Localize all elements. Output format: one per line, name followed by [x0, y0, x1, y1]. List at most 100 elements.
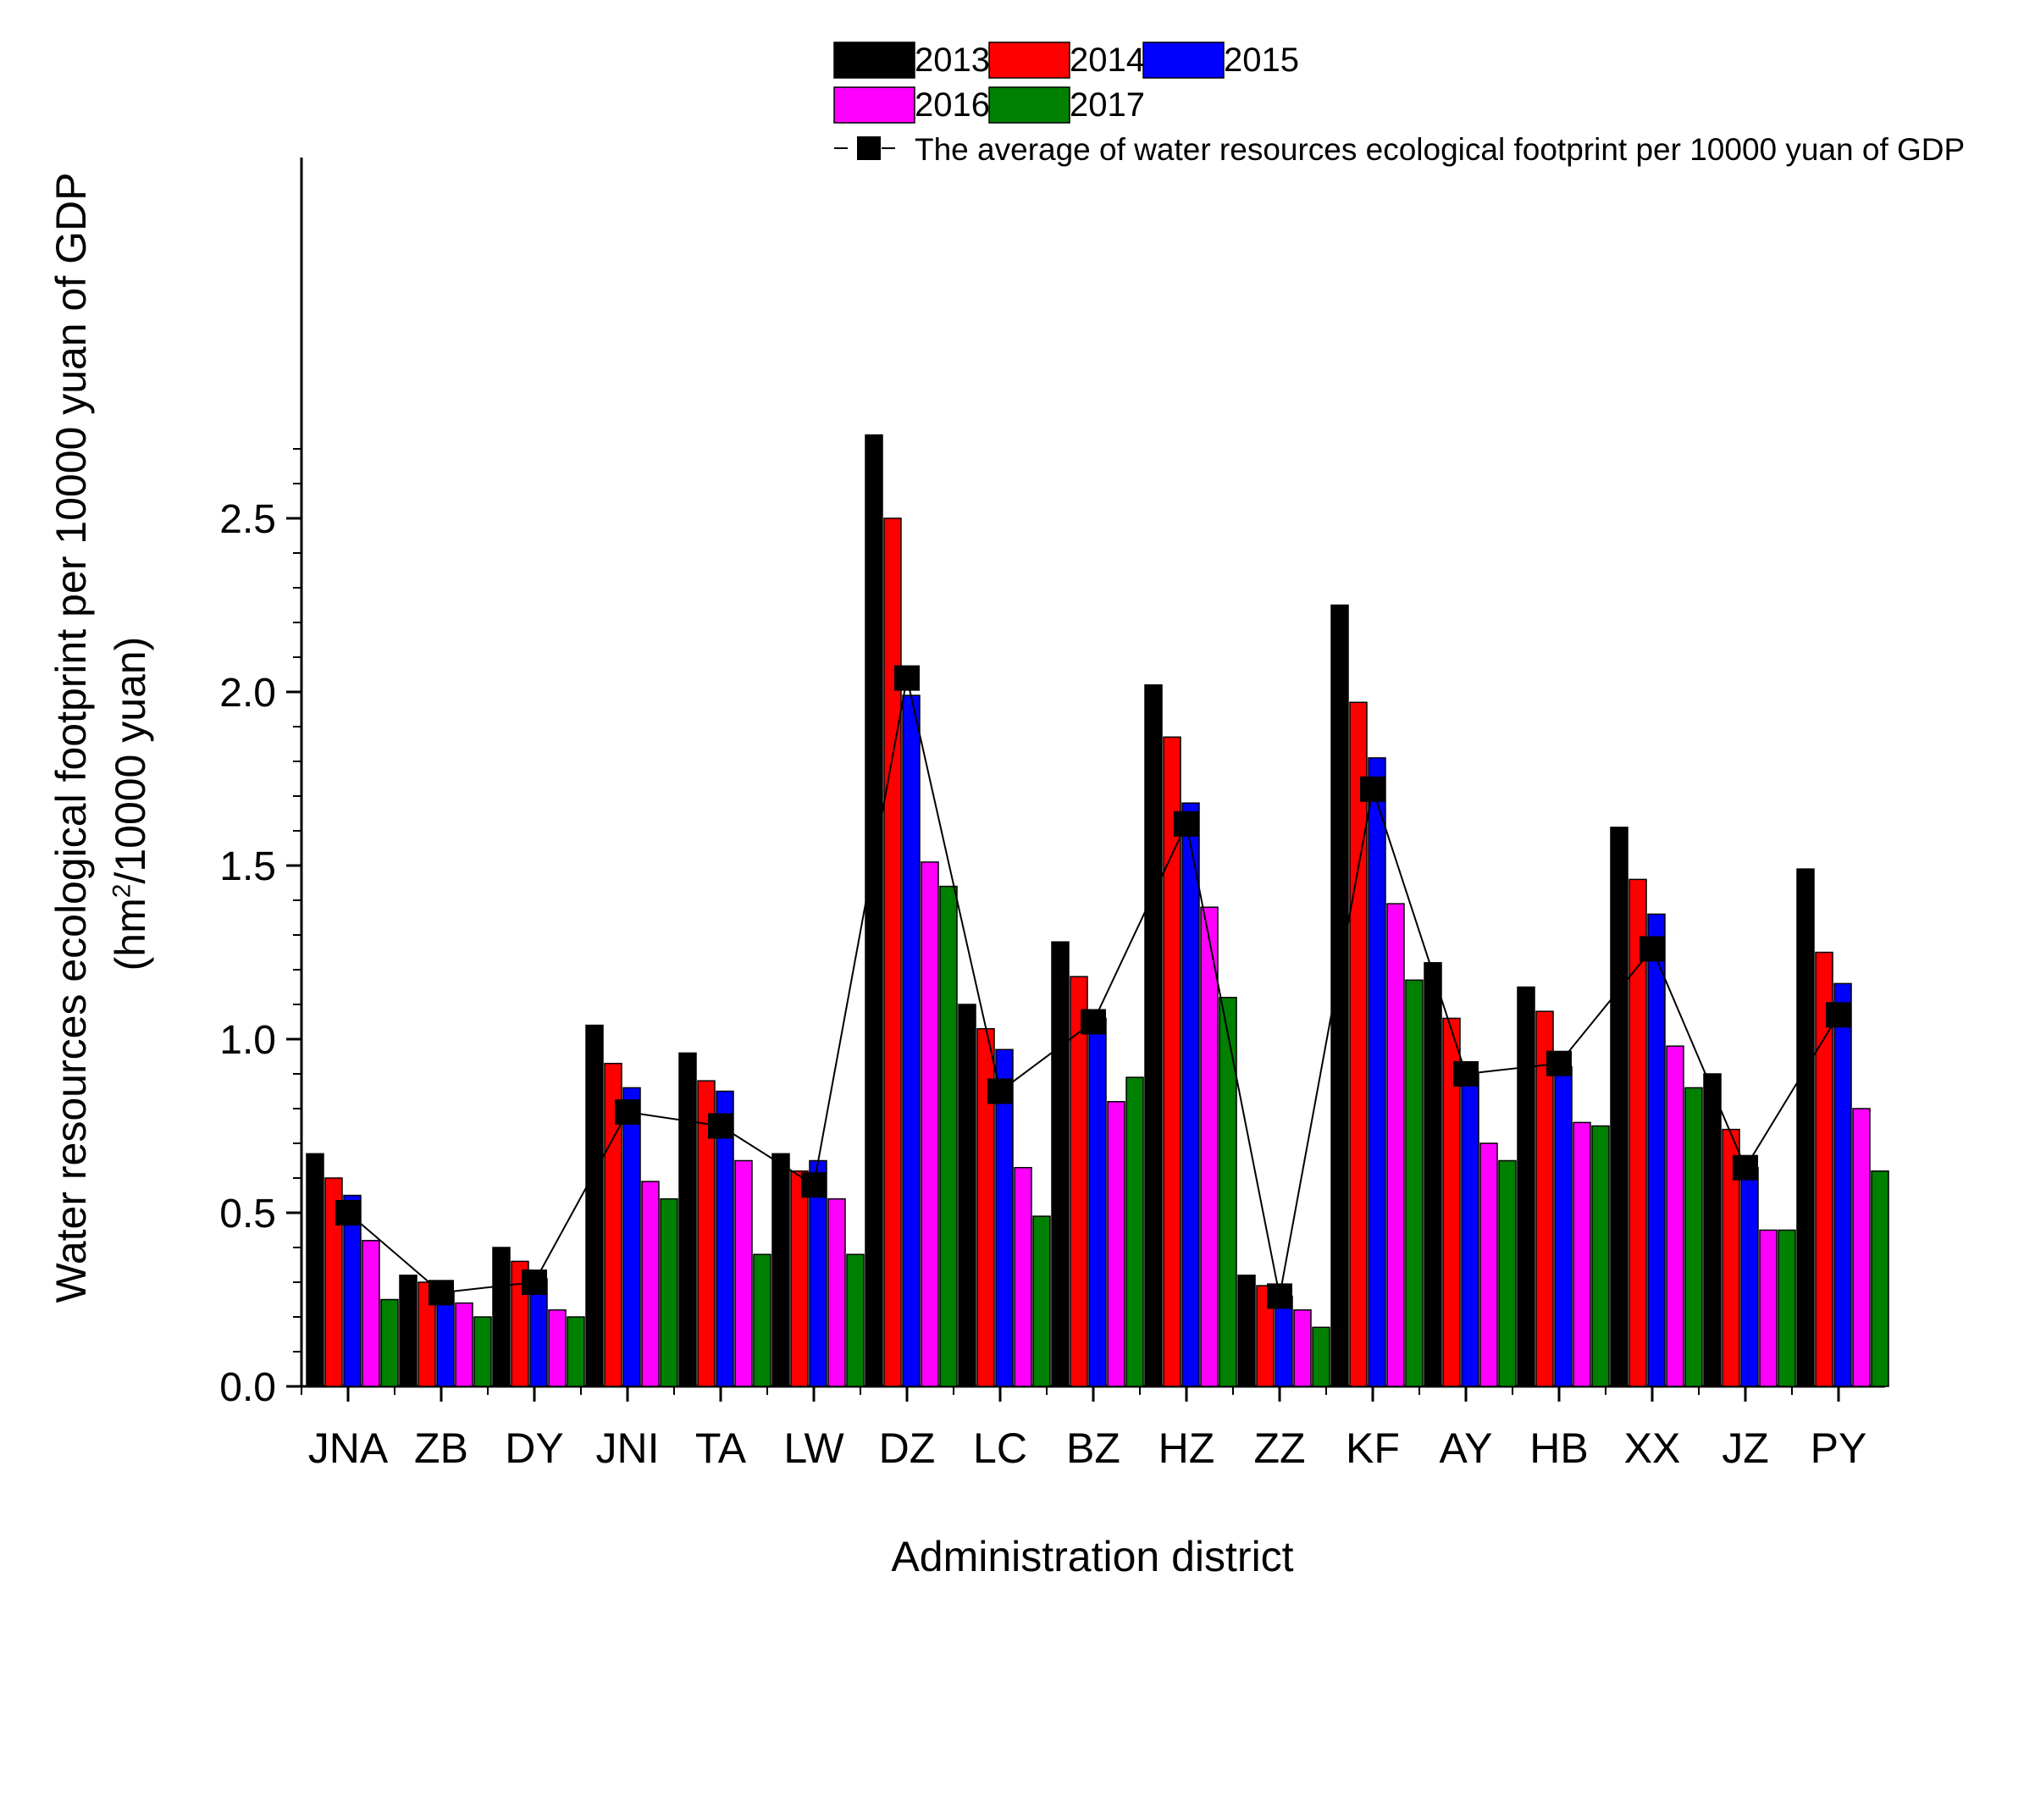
legend-swatch-2017 [988, 86, 1070, 124]
bar-2016-hz [1200, 906, 1219, 1387]
x-tick-label: LC [973, 1424, 1027, 1472]
legend-swatch-2015 [1142, 41, 1225, 79]
average-marker-ay [1453, 1061, 1479, 1087]
y-axis-unit-prefix: (hm [107, 898, 154, 971]
bar-2014-dz [883, 517, 902, 1387]
bar-2016-ta [734, 1159, 753, 1387]
legend-label-2015: 2015 [1224, 41, 1299, 79]
bar-2016-lc [1014, 1166, 1032, 1387]
bar-2017-dy [567, 1316, 585, 1387]
bar-2015-hz [1181, 802, 1200, 1387]
legend-label-2017: 2017 [1070, 86, 1145, 124]
bar-2017-dz [939, 885, 958, 1387]
bar-2013-jni [585, 1024, 604, 1387]
bar-2016-jz [1759, 1229, 1778, 1387]
bar-2013-hz [1144, 684, 1163, 1387]
y-tick-label: 1.5 [219, 844, 276, 889]
y-axis-title: Water resources ecological footprint per… [47, 172, 95, 1303]
bar-2016-lw [827, 1198, 846, 1387]
bar-2016-xx [1666, 1045, 1684, 1387]
bar-2013-dy [492, 1247, 511, 1387]
bar-2015-zz [1275, 1295, 1293, 1387]
bar-2014-zz [1256, 1285, 1275, 1387]
bar-2015-jz [1740, 1166, 1759, 1387]
y-tick-label: 0.5 [219, 1192, 276, 1236]
bar-2016-ay [1479, 1142, 1498, 1387]
chart: 0.0 0.5 1.0 1.5 2.0 2.5 JNA ZB DY JNI TA LW DZ LC BZ HZ… [219, 41, 1965, 1580]
bar-2014-py [1815, 951, 1833, 1387]
legend-label-2014: 2014 [1070, 41, 1145, 79]
bar-2013-kf [1330, 604, 1349, 1387]
bar-2017-xx [1684, 1087, 1703, 1387]
x-tick-label: DZ [879, 1424, 936, 1472]
x-tick-label: JNA [308, 1424, 389, 1472]
legend-swatch-2016 [833, 86, 915, 124]
bar-2013-lw [771, 1153, 790, 1387]
bar-2016-zb [455, 1302, 473, 1387]
x-tick-label: ZZ [1253, 1424, 1305, 1472]
average-marker-zb [429, 1280, 454, 1306]
bar-2017-lc [1032, 1215, 1051, 1387]
y-tick-label: 2.0 [219, 671, 276, 716]
bar-2016-kf [1386, 903, 1405, 1387]
average-marker-dy [522, 1270, 547, 1295]
bar-2013-ta [678, 1052, 697, 1387]
average-marker-jz [1733, 1154, 1758, 1181]
bar-2014-ay [1442, 1017, 1461, 1387]
bar-2017-zb [473, 1316, 492, 1387]
bar-2014-zb [418, 1281, 436, 1387]
bar-2017-hb [1591, 1125, 1610, 1387]
legend-swatch-2013 [833, 41, 915, 79]
x-tick-label: HZ [1159, 1424, 1215, 1472]
x-tick-label: AY [1440, 1424, 1493, 1472]
bar-2016-zz [1293, 1309, 1312, 1387]
x-tick-label: HB [1529, 1424, 1588, 1472]
bar-2013-xx [1610, 827, 1629, 1387]
bar-2014-jni [604, 1062, 622, 1387]
average-marker-xx [1640, 936, 1665, 962]
bar-2014-ta [697, 1080, 716, 1387]
average-marker-hz [1174, 810, 1199, 837]
legend: 2013 2014 2015 2016 2017 The average of water… [833, 41, 1965, 167]
bar-2015-jna [343, 1194, 362, 1387]
bar-2017-ay [1498, 1159, 1517, 1387]
x-tick-label: XX [1624, 1424, 1681, 1472]
x-tick-label: PY [1811, 1424, 1867, 1472]
y-tick-label: 1.0 [219, 1018, 276, 1063]
average-marker-py [1826, 1002, 1851, 1028]
bar-2013-jna [306, 1153, 324, 1387]
bar-2015-ay [1461, 1073, 1479, 1387]
bar-2015-dz [902, 694, 921, 1387]
bar-2016-py [1852, 1108, 1871, 1387]
bar-2015-hb [1554, 1066, 1573, 1387]
bar-2013-dz [865, 434, 883, 1387]
bar-2014-hb [1535, 1010, 1554, 1387]
bar-2016-jna [362, 1240, 380, 1387]
y-tick-label: 0.0 [219, 1365, 276, 1410]
legend-label-2013: 2013 [915, 41, 990, 79]
legend-label-2016: 2016 [915, 86, 990, 124]
bars [306, 434, 1889, 1387]
x-tick-label: TA [695, 1424, 747, 1472]
average-marker-dz [894, 665, 920, 691]
average-marker-jni [615, 1099, 640, 1126]
x-axis-title: Administration district [891, 1533, 1293, 1580]
bar-2015-py [1833, 982, 1852, 1387]
y-axis-unit: (hm2/10000 yuan) [106, 0, 155, 1820]
bar-2014-xx [1629, 878, 1647, 1387]
average-marker-zz [1267, 1283, 1292, 1309]
bar-2014-hz [1163, 736, 1181, 1387]
x-tick-label: BZ [1066, 1424, 1120, 1472]
x-tick-label: LW [783, 1424, 844, 1472]
bar-2015-lc [995, 1048, 1014, 1387]
bar-2017-jz [1778, 1229, 1796, 1387]
bar-2014-jz [1722, 1128, 1740, 1387]
bar-2017-bz [1125, 1076, 1144, 1387]
bar-2017-ta [753, 1253, 771, 1387]
x-tick-label: DY [505, 1424, 563, 1472]
bar-2016-dz [921, 861, 939, 1387]
bar-2015-jni [622, 1087, 641, 1387]
bar-2014-jna [324, 1177, 343, 1387]
bar-2013-bz [1051, 941, 1070, 1387]
x-tick-label: JNI [596, 1424, 660, 1472]
